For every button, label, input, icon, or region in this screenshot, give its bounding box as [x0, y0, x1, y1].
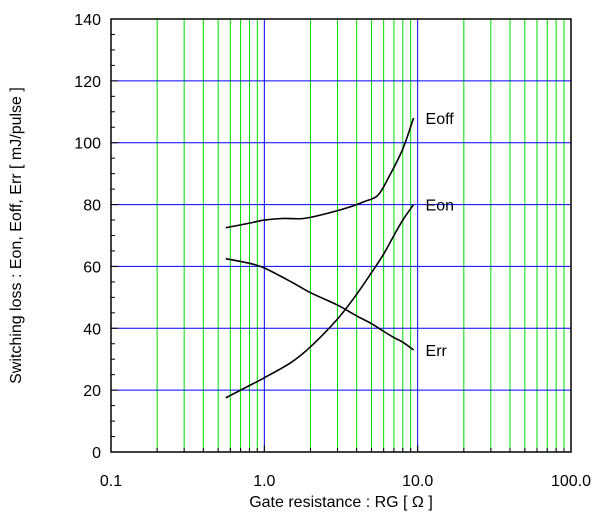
x-tick-label: 10.0	[402, 473, 433, 490]
y-tick-label: 40	[83, 321, 101, 338]
grid	[110, 18, 572, 453]
series-line-eoff	[225, 117, 415, 229]
axis-ticks: 0 20 40 60 80 100 120 140 0.1 1.0 10.0 100.0	[74, 12, 591, 490]
x-axis-title: Gate resistance : RG [ Ω ]	[249, 494, 433, 511]
y-tick-label: 100	[74, 136, 101, 153]
y-tick-label: 140	[74, 12, 101, 29]
x-tick-label: 100.0	[551, 473, 591, 490]
y-tick-label: 60	[83, 259, 101, 276]
series-label-eoff: Eoff	[426, 111, 455, 128]
series: Eoff Eon Err	[225, 111, 455, 399]
series-label-err: Err	[426, 343, 448, 360]
series-line-eon	[225, 204, 415, 399]
x-tick-label: 0.1	[100, 473, 122, 490]
x-tick-label: 1.0	[253, 473, 275, 490]
y-tick-label: 80	[83, 198, 101, 215]
y-tick-label: 120	[74, 74, 101, 91]
y-tick-label: 20	[83, 383, 101, 400]
plot-frame	[110, 18, 572, 453]
y-tick-label: 0	[92, 445, 101, 462]
y-axis-title: Switching loss : Eon, Eoff, Err [ mJ/pul…	[8, 87, 25, 384]
series-label-eon: Eon	[426, 198, 454, 215]
series-line-err	[225, 257, 415, 351]
